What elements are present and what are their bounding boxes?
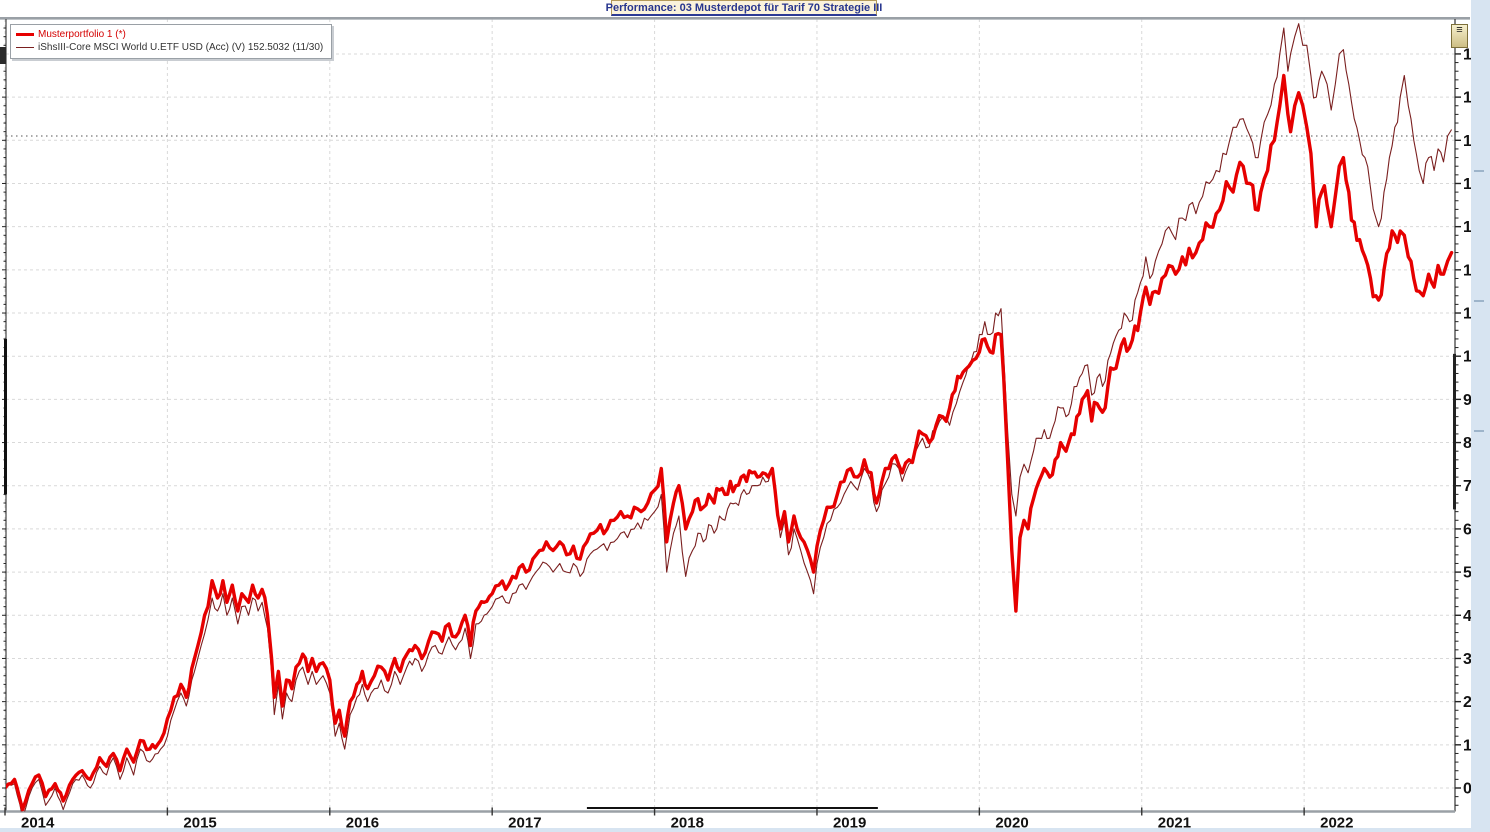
legend-item-benchmark: iShsIII-Core MSCI World U.ETF USD (Acc) … (16, 41, 323, 54)
axis-menu-button[interactable]: ≡ (1451, 24, 1468, 48)
background-artifact (1474, 170, 1484, 172)
legend-label-benchmark: iShsIII-Core MSCI World U.ETF USD (Acc) … (38, 42, 324, 53)
x-axis-label: 2018 (671, 815, 704, 832)
thin-line-swatch-icon (16, 47, 34, 48)
series-layer (5, 23, 1454, 819)
chart-title-bar: Performance: 03 Musterdepot für Tarif 70… (606, 0, 882, 16)
menu-lines-icon: ≡ (1456, 24, 1463, 36)
x-axis-label: 2014 (21, 815, 55, 832)
x-axis-label: 2015 (183, 815, 216, 832)
background-artifact (1474, 430, 1484, 432)
x-axis-label: 2020 (995, 815, 1028, 832)
chart-legend[interactable]: Musterportfolio 1 (*) iShsIII-Core MSCI … (10, 24, 333, 59)
background-window-strip-right (1471, 0, 1490, 832)
x-axis-label: 2021 (1158, 815, 1191, 832)
top-divider (0, 17, 1470, 19)
y-axis-label: 0 (1463, 781, 1472, 798)
chart-title: Performance: 03 Musterdepot für Tarif 70… (605, 1, 883, 14)
axes: 0102030405060708090100110120130140150160… (0, 18, 1490, 832)
gridlines (4, 19, 1455, 812)
background-artifact (1474, 300, 1484, 302)
x-axis-label: 2016 (346, 815, 379, 832)
x-axis-label: 2017 (508, 815, 541, 832)
series-musterportfolio-line[interactable] (5, 73, 1454, 812)
series-benchmark-line[interactable] (5, 23, 1453, 819)
background-window-strip-bottom (0, 828, 1490, 832)
legend-label-musterportfolio: Musterportfolio 1 (*) (38, 29, 126, 40)
window-edge-artifact (0, 47, 6, 64)
x-axis-label: 2019 (833, 815, 866, 832)
legend-item-musterportfolio: Musterportfolio 1 (*) (16, 28, 323, 41)
x-axis-label: 2022 (1320, 815, 1353, 832)
red-line-swatch-icon (16, 33, 34, 36)
